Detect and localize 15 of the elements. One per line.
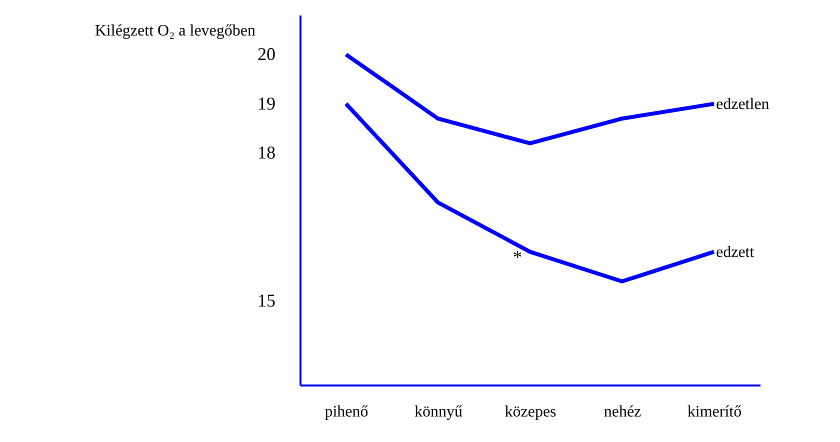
series-label: edzett xyxy=(716,244,755,261)
x-tick-label: közepes xyxy=(504,404,556,420)
line-series xyxy=(344,52,716,146)
line-series xyxy=(344,102,716,284)
series-label: edzetlen xyxy=(716,96,770,113)
x-tick-label: kimerítő xyxy=(687,404,742,420)
x-tick-label: könnyű xyxy=(414,404,462,420)
x-tick-label: nehéz xyxy=(604,404,642,420)
y-tick-label: 15 xyxy=(258,290,276,311)
y-tick-label: 20 xyxy=(258,44,276,64)
y-tick-label: 19 xyxy=(258,93,276,114)
y-tick-label: 18 xyxy=(258,142,276,163)
annotation: * xyxy=(513,246,522,267)
y-axis-title: Kilégzett O₂ a levegőben xyxy=(94,22,256,40)
x-tick-label: pihenő xyxy=(324,404,368,420)
